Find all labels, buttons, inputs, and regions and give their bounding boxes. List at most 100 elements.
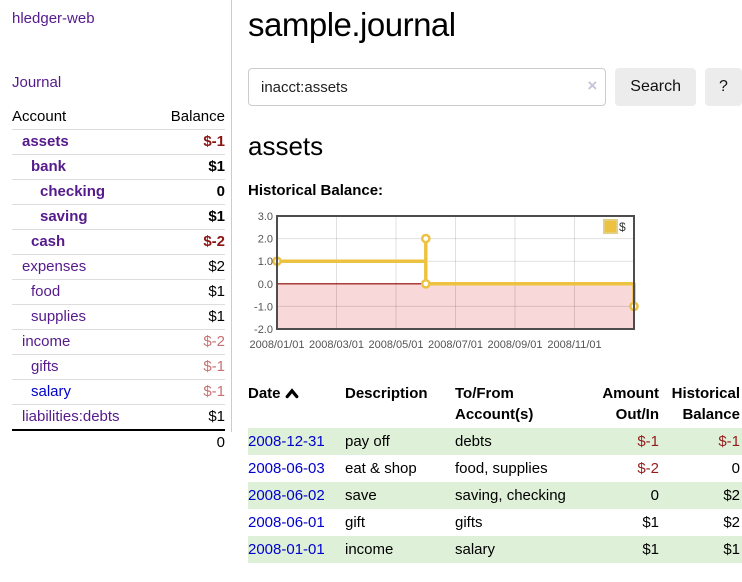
transaction-description: pay off <box>345 433 390 450</box>
account-link-cash[interactable]: cash <box>31 233 66 250</box>
account-row: income $-2 <box>12 329 225 355</box>
account-row: gifts $-1 <box>12 354 225 380</box>
transaction-accounts: food, supplies <box>455 460 548 477</box>
transaction-row: 2008-06-02 save saving, checking 0 $2 <box>248 482 742 509</box>
sort-by-date-link[interactable]: Date <box>248 385 299 402</box>
transaction-amount: $1 <box>642 514 659 531</box>
transaction-accounts: debts <box>455 433 492 450</box>
chart-legend: $ <box>603 219 626 234</box>
help-button[interactable]: ? <box>705 68 742 106</box>
account-row: bank $1 <box>12 154 225 180</box>
transaction-row: 2008-06-01 gift gifts $1 $2 <box>248 509 742 536</box>
transaction-accounts: saving, checking <box>455 487 566 504</box>
legend-label: $ <box>619 220 626 234</box>
transaction-description: save <box>345 487 377 504</box>
search-bar: × Search ? <box>248 68 742 106</box>
account-balance: $2 <box>153 254 225 280</box>
account-row: salary $-1 <box>12 379 225 405</box>
register-table: Date Description To/From Account(s) Amou… <box>248 380 742 563</box>
transaction-balance: $2 <box>723 487 740 504</box>
transaction-row: 2008-01-01 income salary $1 $1 <box>248 536 742 563</box>
description-column-header: Description <box>345 385 428 402</box>
account-link-salary[interactable]: salary <box>31 383 72 400</box>
account-balance: $-2 <box>153 329 225 355</box>
account-heading: assets <box>248 131 324 161</box>
account-link-income[interactable]: income <box>22 333 71 350</box>
y-tick: 2.0 <box>258 234 273 246</box>
sidebar: hledger-web Journal Account Balance asse… <box>0 0 232 582</box>
account-balance: $1 <box>153 404 225 430</box>
transaction-date-link[interactable]: 2008-06-02 <box>248 487 325 504</box>
y-tick: 1.0 <box>258 256 273 268</box>
plot-border <box>276 215 635 330</box>
accounts-total-row: 0 <box>12 429 225 455</box>
account-column-header: Account <box>12 108 67 125</box>
account-balance: $1 <box>153 204 225 230</box>
accounts-total-value: 0 <box>153 429 225 455</box>
account-link-checking[interactable]: checking <box>40 183 106 200</box>
x-tick: 2008/03/01 <box>309 339 364 351</box>
search-button[interactable]: Search <box>615 68 696 106</box>
account-balance: $1 <box>153 154 225 180</box>
x-tick: 2008/11/01 <box>547 339 601 351</box>
historical-balance-column-header: Historical Balance <box>671 385 740 423</box>
transaction-description: gift <box>345 514 366 531</box>
accounts-header-row: Account Balance <box>12 106 225 130</box>
account-link-liabilities-debts[interactable]: liabilities:debts <box>22 408 120 425</box>
sidebar-item-journal[interactable]: Journal <box>12 74 62 91</box>
transaction-date-link[interactable]: 2008-01-01 <box>248 541 325 558</box>
account-link-gifts[interactable]: gifts <box>31 358 59 375</box>
account-row: assets $-1 <box>12 129 225 155</box>
transaction-date-link[interactable]: 2008-12-31 <box>248 433 325 450</box>
y-tick: -1.0 <box>254 301 273 313</box>
y-tick: 0.0 <box>258 279 273 291</box>
account-link-food[interactable]: food <box>31 283 61 300</box>
account-balance: $1 <box>153 304 225 330</box>
chart-title: Historical Balance: <box>248 182 384 199</box>
transaction-date-link[interactable]: 2008-06-01 <box>248 514 325 531</box>
transaction-amount: $1 <box>642 541 659 558</box>
x-tick: 2008/07/01 <box>428 339 483 351</box>
historical-balance-chart: $ 3.0 2.0 1.0 0.0 -1.0 -2.0 2008/01/01 2… <box>248 211 718 358</box>
y-tick: -2.0 <box>254 324 273 336</box>
register-header-row: Date Description To/From Account(s) Amou… <box>248 380 742 428</box>
accounts-table: Account Balance assets $-1 bank $1 check… <box>12 106 225 455</box>
clear-search-icon[interactable]: × <box>587 76 598 95</box>
account-link-bank[interactable]: bank <box>31 158 67 175</box>
amount-column-header: Amount Out/In <box>602 385 659 423</box>
account-link-expenses[interactable]: expenses <box>22 258 87 275</box>
transaction-balance: $-1 <box>718 433 740 450</box>
x-tick: 2008/01/01 <box>249 339 304 351</box>
app-title-link[interactable]: hledger-web <box>12 10 95 27</box>
account-row: cash $-2 <box>12 229 225 255</box>
account-balance: $-1 <box>153 379 225 405</box>
x-axis-labels: 2008/01/01 2008/03/01 2008/05/01 2008/07… <box>249 339 601 351</box>
sort-ascending-icon <box>285 384 299 405</box>
account-row: liabilities:debts $1 <box>12 404 225 430</box>
y-tick: 3.0 <box>258 211 273 223</box>
transaction-row: 2008-12-31 pay off debts $-1 $-1 <box>248 428 742 455</box>
account-balance: $-1 <box>153 354 225 380</box>
account-row: checking 0 <box>12 179 225 205</box>
page-title: sample.journal <box>248 6 456 43</box>
account-link-supplies[interactable]: supplies <box>31 308 87 325</box>
transaction-amount: $-2 <box>637 460 659 477</box>
account-link-assets[interactable]: assets <box>22 133 69 150</box>
transaction-date-link[interactable]: 2008-06-03 <box>248 460 325 477</box>
sidebar-divider <box>231 0 232 432</box>
account-row: supplies $1 <box>12 304 225 330</box>
transaction-accounts: gifts <box>455 514 483 531</box>
account-balance: $1 <box>153 279 225 305</box>
y-axis-labels: 3.0 2.0 1.0 0.0 -1.0 -2.0 <box>254 211 273 336</box>
account-row: food $1 <box>12 279 225 305</box>
transaction-balance: 0 <box>731 460 740 477</box>
legend-swatch <box>603 219 618 234</box>
chart-canvas: $ 3.0 2.0 1.0 0.0 -1.0 -2.0 2008/01/01 2… <box>249 211 639 351</box>
transaction-amount: $-1 <box>637 433 659 450</box>
search-input[interactable] <box>248 68 607 106</box>
account-balance: 0 <box>153 179 225 205</box>
accounts-column-header: To/From Account(s) <box>455 385 534 423</box>
transaction-description: eat & shop <box>345 460 417 477</box>
transaction-balance: $1 <box>723 541 740 558</box>
account-link-saving[interactable]: saving <box>40 208 88 225</box>
